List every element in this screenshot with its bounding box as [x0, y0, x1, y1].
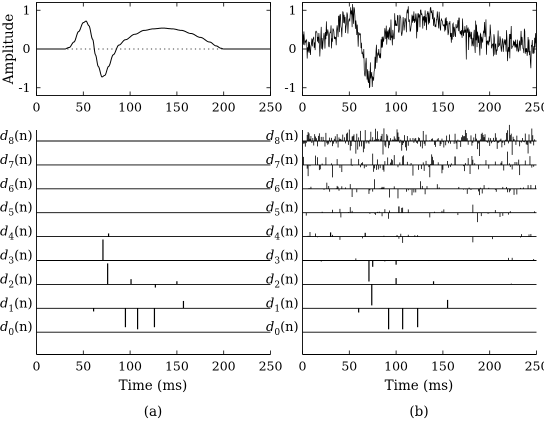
x-tick-label: 0: [33, 100, 41, 115]
x-tick-label: 200: [212, 100, 236, 115]
x-tick-label: 100: [384, 100, 408, 115]
x-tick-label: 100: [118, 359, 142, 374]
level-label-8: d8(n): [0, 129, 33, 147]
x-tick-label: 150: [431, 100, 455, 115]
signal-line: [36, 20, 271, 78]
y-tick-label: 0: [289, 41, 297, 56]
y-tick-label: 1: [23, 2, 31, 17]
x-tick-label: 250: [259, 359, 283, 374]
level-label-4: d4(n): [266, 225, 299, 243]
x-tick-label: 250: [259, 100, 283, 115]
level-label-0: d0(n): [266, 320, 299, 338]
level-label-6: d6(n): [0, 177, 33, 195]
x-tick-label: 250: [525, 100, 544, 115]
level-label-7: d7(n): [0, 153, 33, 171]
x-tick-label: 0: [33, 359, 41, 374]
panel-a-bottom-plot: d8(n) d7(n) d6(n) d5(n) d4(n) d3(n) d2(n) d1(n)…: [0, 129, 282, 394]
signal-line: [302, 4, 537, 88]
panel-b-bottom-xlabel: Time (ms): [385, 378, 454, 394]
x-tick-label: 100: [384, 359, 408, 374]
x-tick-label: 50: [75, 359, 91, 374]
y-tick-label: 1: [289, 2, 297, 17]
x-tick-label: 50: [341, 359, 357, 374]
level-label-0: d0(n): [0, 320, 33, 338]
y-tick-label: -1: [18, 80, 30, 95]
x-tick-label: 150: [165, 359, 189, 374]
caption-a: (a): [144, 404, 163, 420]
x-tick-label: 0: [299, 100, 307, 115]
level-label-7: d7(n): [266, 153, 299, 171]
x-tick-label: 150: [165, 100, 189, 115]
level-label-2: d2(n): [266, 272, 299, 290]
caption-b: (b): [409, 404, 428, 420]
panel-b-bottom-marks: d8(n) d7(n) d6(n) d5(n) d4(n) d3(n) d2(n) d1(n)…: [266, 124, 544, 374]
level-label-4: d4(n): [0, 225, 33, 243]
level-label-8: d8(n): [266, 129, 299, 147]
panel-a-top-ylabel: Amplitude: [1, 14, 17, 86]
level-label-6: d6(n): [266, 177, 299, 195]
panel-b-bottom-plot: d8(n) d7(n) d6(n) d5(n) d4(n) d3(n) d2(n) d1(n)…: [266, 124, 544, 394]
x-tick-label: 100: [118, 100, 142, 115]
panel-a-bottom-xlabel: Time (ms): [119, 378, 188, 394]
y-tick-label: -1: [284, 80, 296, 95]
level-label-1: d1(n): [266, 296, 299, 314]
x-tick-label: 200: [478, 100, 502, 115]
x-tick-label: 50: [341, 100, 357, 115]
level-label-3: d3(n): [266, 249, 299, 267]
level-label-2: d2(n): [0, 272, 33, 290]
x-tick-label: 200: [478, 359, 502, 374]
x-tick-label: 250: [525, 359, 544, 374]
y-tick-label: 0: [23, 41, 31, 56]
panel-a-bottom-marks: d8(n) d7(n) d6(n) d5(n) d4(n) d3(n) d2(n) d1(n)…: [0, 129, 282, 374]
x-tick-label: 0: [299, 359, 307, 374]
level-label-1: d1(n): [0, 296, 33, 314]
level-label-5: d5(n): [0, 201, 33, 219]
x-tick-label: 150: [431, 359, 455, 374]
level-label-3: d3(n): [0, 249, 33, 267]
x-tick-label: 50: [75, 100, 91, 115]
x-tick-label: 200: [212, 359, 236, 374]
level-label-5: d5(n): [266, 201, 299, 219]
